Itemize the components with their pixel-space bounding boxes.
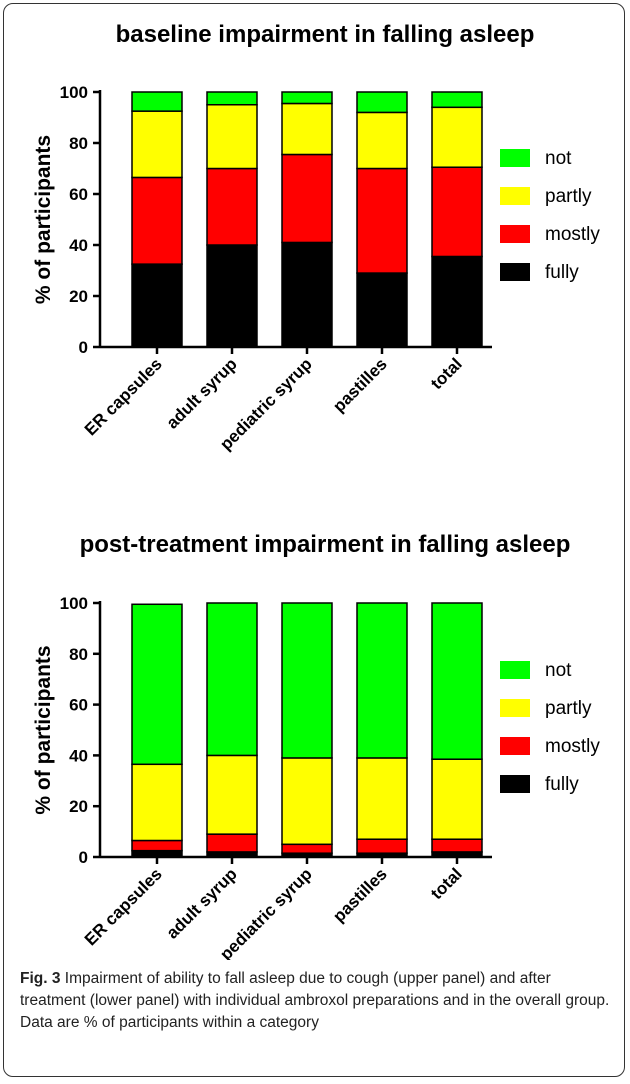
legend-swatch — [500, 737, 530, 755]
x-tick-label: ER capsules — [81, 354, 166, 439]
bar-segment — [281, 757, 333, 846]
y-tick-label: 60 — [69, 696, 88, 715]
y-tick-label: 0 — [79, 848, 88, 867]
chart-title: post-treatment impairment in falling asl… — [80, 531, 571, 558]
bar-segment — [356, 838, 408, 854]
bar-segment — [431, 838, 483, 853]
y-tick-label: 20 — [69, 287, 88, 306]
bar-segment — [281, 153, 333, 244]
x-tick-label: adult syrup — [163, 354, 241, 432]
legend-label: partly — [545, 186, 592, 207]
frame — [3, 3, 625, 1077]
bar-segment — [206, 104, 258, 170]
chart-title: baseline impairment in falling asleep — [116, 21, 535, 48]
legend-swatch — [500, 699, 530, 717]
legend-swatch — [500, 187, 530, 205]
bar-segment — [131, 263, 183, 348]
legend-swatch — [500, 225, 530, 243]
charts: baseline impairment in falling asleep % o… — [32, 21, 600, 960]
bar-segment — [131, 176, 183, 265]
bar-segment — [131, 110, 183, 179]
legend-swatch — [500, 661, 530, 679]
bar-segment — [131, 763, 183, 842]
legend-label: not — [545, 148, 572, 169]
bar-segment — [206, 833, 258, 853]
bar-segment — [356, 272, 408, 348]
y-tick-label: 60 — [69, 185, 88, 204]
legend-label: not — [545, 660, 572, 681]
y-tick-label: 40 — [69, 746, 88, 765]
legend-label: partly — [545, 698, 592, 719]
legend-label: fully — [545, 262, 579, 283]
bar-segment — [356, 757, 408, 840]
bar-segment — [356, 602, 408, 759]
bar-segment — [281, 102, 333, 156]
legend-label: mostly — [545, 224, 600, 245]
bar-segment — [281, 241, 333, 348]
bar-segment — [131, 91, 183, 112]
legend-swatch — [500, 149, 530, 167]
bar-segment — [356, 91, 408, 114]
bar-segment — [431, 106, 483, 168]
bar-segment — [431, 602, 483, 760]
y-tick-label: 40 — [69, 236, 88, 255]
x-tick-label: adult syrup — [163, 864, 241, 942]
x-tick-label: total — [427, 354, 466, 393]
y-tick-label: 80 — [69, 645, 88, 664]
bar-segment — [206, 244, 258, 348]
y-tick-label: 100 — [60, 83, 88, 102]
bar-segment — [431, 91, 483, 109]
caption-text: Impairment of ability to fall asleep due… — [20, 970, 610, 1031]
bar-segment — [206, 91, 258, 106]
bar-segment — [206, 602, 258, 757]
x-tick-label: ER capsules — [81, 864, 166, 949]
bar-segment — [206, 167, 258, 246]
x-tick-label: pastilles — [329, 864, 391, 926]
y-axis-label: % of participants — [32, 135, 55, 304]
y-tick-label: 100 — [60, 594, 88, 613]
x-tick-label: pastilles — [329, 354, 391, 416]
bar-segment — [356, 167, 408, 274]
caption: Fig. 3 Impairment of ability to fall asl… — [20, 968, 615, 1034]
y-tick-label: 0 — [79, 338, 88, 357]
bar-segment — [281, 91, 333, 105]
bar-segment — [431, 255, 483, 348]
bar-segment — [131, 603, 183, 766]
x-tick-label: total — [427, 864, 466, 903]
bar-segment — [431, 758, 483, 840]
y-tick-label: 80 — [69, 134, 88, 153]
legend-label: fully — [545, 774, 579, 795]
legend-swatch — [500, 263, 530, 281]
bar-segment — [356, 111, 408, 170]
caption-label: Fig. 3 — [20, 970, 61, 987]
bar-segment — [431, 166, 483, 258]
legend-label: mostly — [545, 736, 600, 757]
y-tick-label: 20 — [69, 797, 88, 816]
y-axis-label: % of participants — [32, 645, 55, 814]
bar-segment — [131, 839, 183, 852]
bar-segment — [281, 602, 333, 759]
bar-segment — [206, 754, 258, 835]
legend-swatch — [500, 775, 530, 793]
bar-segment — [281, 843, 333, 854]
